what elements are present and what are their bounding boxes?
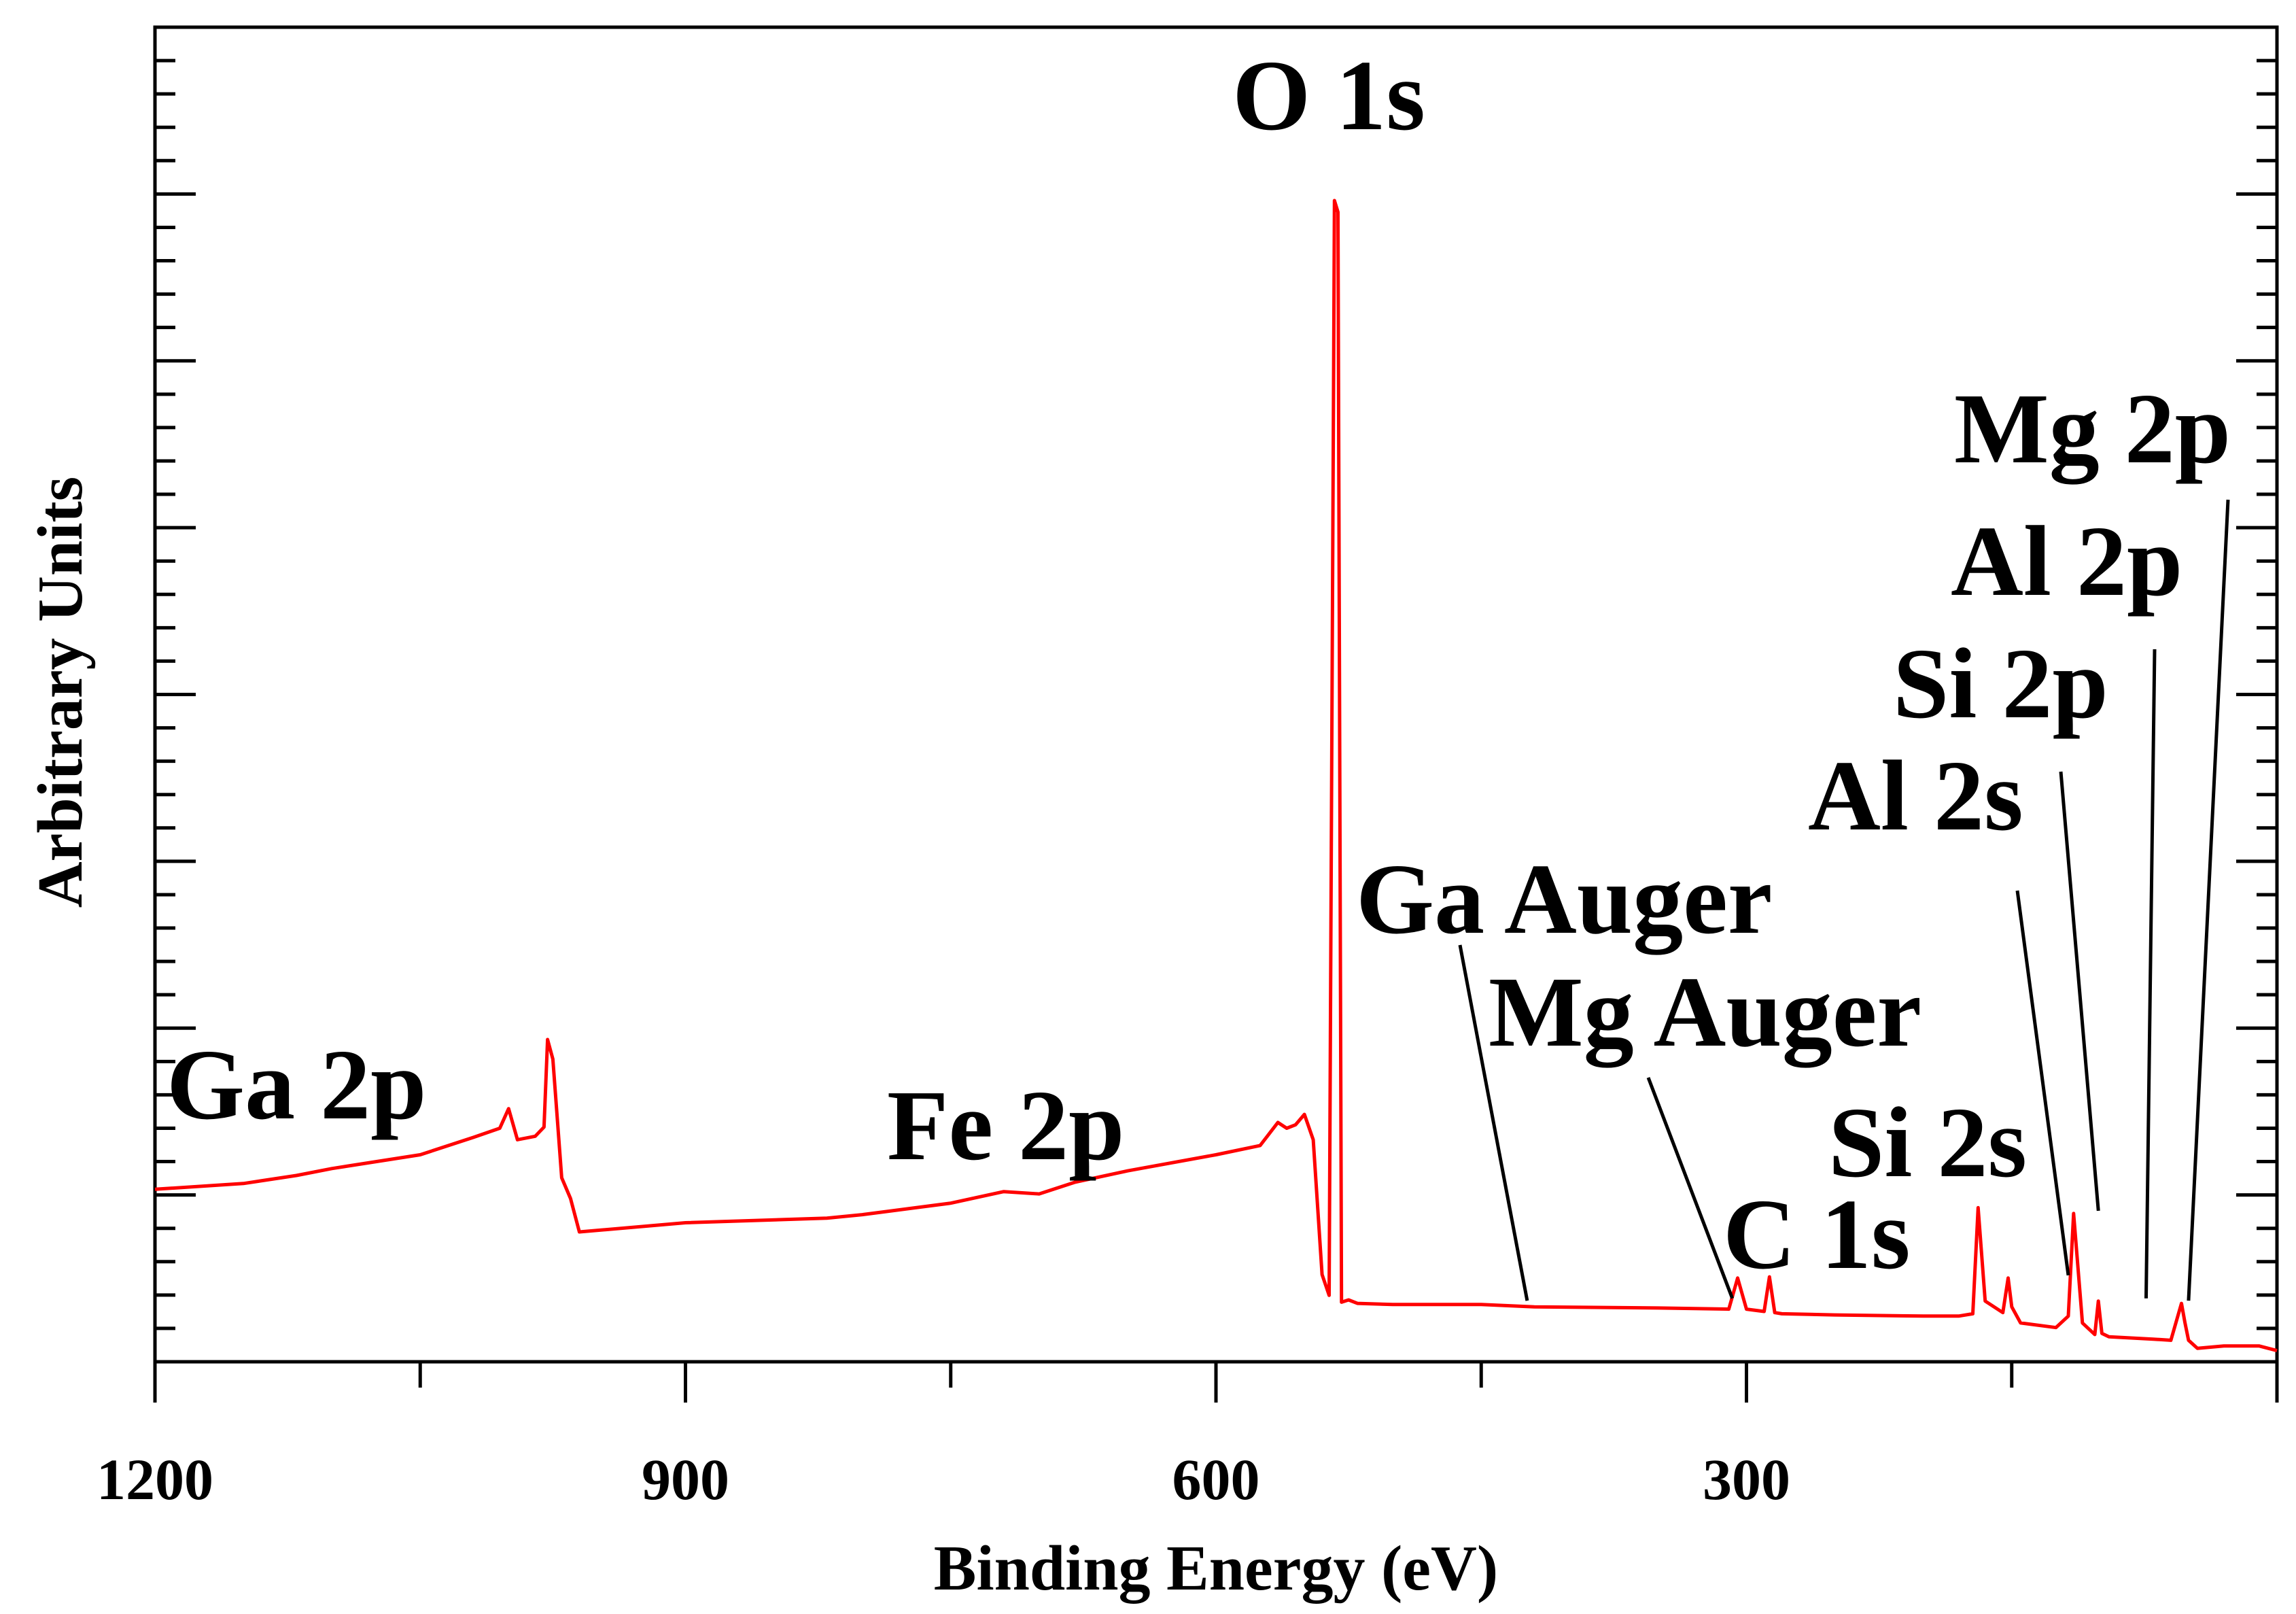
peak-label: Si 2p (1893, 628, 2108, 740)
x-tick-label: 900 (642, 1447, 729, 1512)
peak-label: Ga 2p (167, 1029, 426, 1141)
peak-label: Si 2s (1828, 1087, 2027, 1199)
leader-line (2187, 499, 2230, 1301)
leader-line (1646, 1077, 1735, 1299)
leader-line (2015, 890, 2070, 1276)
leader-lines (1458, 499, 2230, 1301)
peak-label: Ga Auger (1356, 844, 1773, 955)
peak-label: C 1s (1723, 1179, 1910, 1290)
peak-label: Mg 2p (1954, 373, 2231, 485)
peak-label: Fe 2p (887, 1070, 1124, 1182)
x-tick-label: 300 (1703, 1447, 1790, 1512)
peak-label: O 1s (1232, 40, 1425, 152)
tick-marks (153, 58, 2279, 1403)
x-tick-label: 600 (1172, 1447, 1260, 1512)
peak-label: Al 2p (1951, 506, 2182, 617)
peak-label: Mg Auger (1489, 957, 1921, 1068)
leader-line (2144, 649, 2157, 1299)
spectrum-line (154, 199, 2278, 1353)
x-tick-label: 1200 (97, 1447, 213, 1512)
peak-label: Al 2s (1808, 740, 2023, 852)
leader-line (2059, 771, 2100, 1212)
leader-line (1458, 944, 1529, 1301)
y-axis-title: Arbitrary Units (25, 477, 96, 908)
x-tick-labels: 1200 900 600 300 (97, 1447, 1790, 1512)
x-axis-title: Binding Energy (eV) (934, 1533, 1498, 1604)
